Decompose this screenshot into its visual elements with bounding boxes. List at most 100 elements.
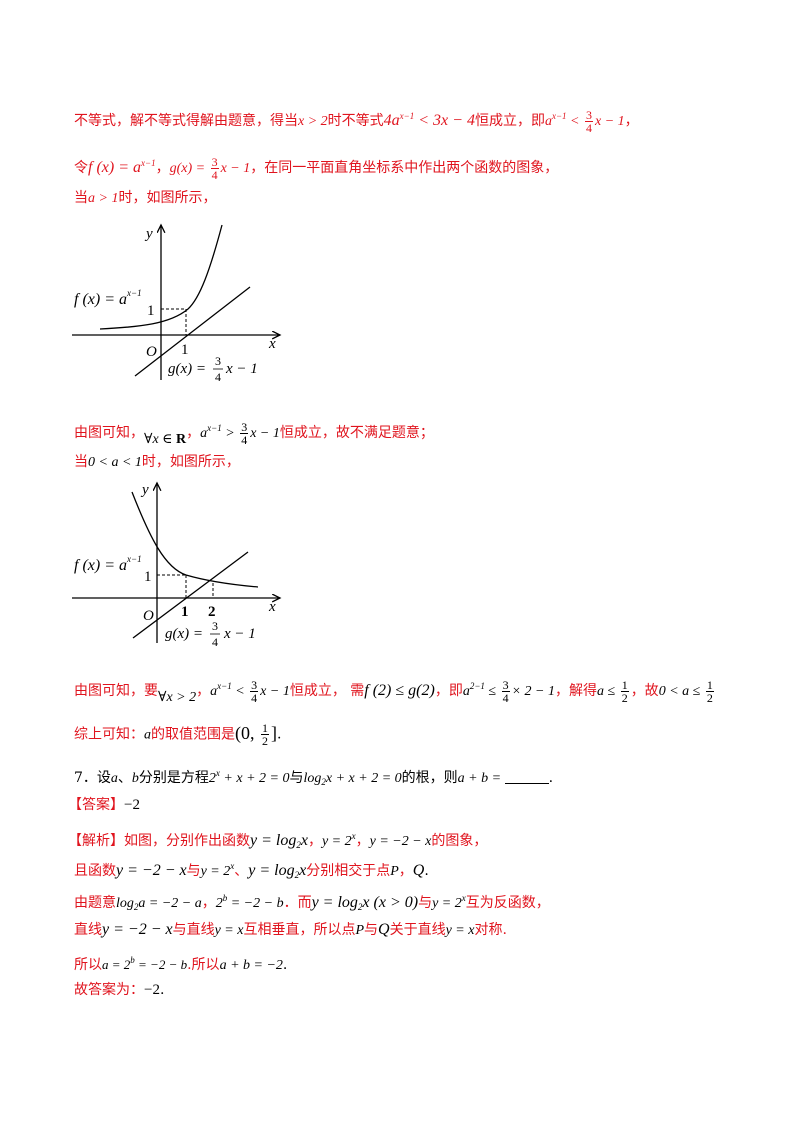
math-part: y = log <box>248 862 295 879</box>
fraction-den: 2 <box>706 690 713 705</box>
math: Q <box>378 921 390 938</box>
y-axis-label: y <box>144 226 153 242</box>
text: 当 <box>74 190 88 206</box>
text: 与 <box>364 922 379 938</box>
math: a + b = <box>457 771 505 786</box>
math-part: a <box>544 114 552 129</box>
text: ， <box>186 425 201 441</box>
math: x − 1 <box>260 684 290 699</box>
answer-value: −2 <box>124 797 140 813</box>
f-label-main: f (x) = a <box>74 557 127 574</box>
math-sub: 2 <box>296 840 301 850</box>
math: log2x + x + 2 = 0 <box>303 771 401 787</box>
math: g(x) = <box>169 161 209 176</box>
math-sup: x <box>230 861 235 871</box>
text: ， <box>155 160 170 176</box>
math-sup: x−1 <box>207 423 222 433</box>
math-part: y = 2 <box>321 834 352 849</box>
text: 由图可知，要 <box>74 683 158 699</box>
text: ， <box>196 683 211 699</box>
math: 0 < a ≤ <box>658 684 704 699</box>
fraction-den: 2 <box>621 690 628 705</box>
text: 恒成立，即 <box>474 113 545 129</box>
text: 与 <box>418 895 433 911</box>
math: a > 1 <box>88 191 119 206</box>
text: ，即 <box>434 683 463 699</box>
math-sup: x−1 <box>551 111 567 121</box>
text: . <box>282 957 288 973</box>
math: y = x <box>445 923 475 938</box>
math-part: log <box>116 896 134 911</box>
text: 令 <box>74 160 88 176</box>
answer-line: 【答案】−2 <box>68 795 140 815</box>
text: 由题意 <box>74 895 116 911</box>
text: 互为反函数， <box>465 895 550 911</box>
math-part: a <box>462 684 470 699</box>
g-frac-num: 3 <box>215 354 221 368</box>
fraction-den: 4 <box>241 432 248 447</box>
math-sup: x−1 <box>399 111 415 121</box>
answer-blank <box>504 769 549 784</box>
tick-y-1: 1 <box>147 303 155 319</box>
solution-line-5: 当0 < a < 1时，如图所示， <box>74 452 240 473</box>
math: b <box>131 771 139 786</box>
text: 与 <box>289 770 304 786</box>
math-part: = −2 − b <box>227 896 284 911</box>
fraction-den: 2 <box>262 734 268 748</box>
math: a <box>110 771 118 786</box>
math: f (2) ≤ g(2) <box>364 682 435 699</box>
text: ，故 <box>630 683 659 699</box>
math-part: f (x) = a <box>88 159 141 176</box>
text: ．而 <box>283 895 312 911</box>
fraction-den: 4 <box>251 690 258 705</box>
math: P <box>355 923 365 938</box>
math-part: < <box>566 114 583 129</box>
math: ∀x ∈ R <box>144 432 186 447</box>
math: ax−1 < <box>210 681 248 699</box>
math-sup: b <box>222 893 228 903</box>
math-sup: 2−1 <box>469 681 485 691</box>
solution-line-1: 不等式，解不等式得解由题意，得当x > 2时不等式4ax−1 < 3x − 4恒… <box>74 106 639 134</box>
text: 7．设 <box>74 770 111 786</box>
math: −2 <box>144 982 160 998</box>
text: 对称. <box>474 922 507 938</box>
solution-line-3: 当a > 1时，如图所示， <box>74 188 216 209</box>
text: 互相垂直，所以点 <box>243 922 356 938</box>
analysis-label: 【解析】 <box>68 833 124 849</box>
math-part: y = 2 <box>200 864 231 879</box>
math-part: a = 2 <box>102 957 131 972</box>
fraction-den: 4 <box>502 690 509 705</box>
math-part: log <box>303 771 322 786</box>
math: y = log2x <box>248 862 306 880</box>
g-frac-den: 4 <box>212 635 218 648</box>
math: a <box>144 727 151 743</box>
math-part: y = log <box>311 894 358 911</box>
math: × 2 − 1 <box>511 684 555 699</box>
math-bold: R <box>176 432 187 447</box>
math-part: 2 <box>208 771 216 786</box>
math-sub: 2 <box>321 777 326 787</box>
math-sup: b <box>130 955 135 965</box>
text: 时不等式 <box>327 113 384 129</box>
f-label: f (x) = ax−1 <box>74 288 142 308</box>
math-part: + x + 2 = 0 <box>219 771 290 786</box>
math: y = 2x <box>200 861 235 879</box>
math-sub: 2 <box>133 902 139 912</box>
graph-a-between-0-and-1: y x O 1 2 1 f (x) = ax−1 g(x) = 3 4 x − … <box>72 478 300 648</box>
text: ， <box>398 863 413 879</box>
text: 的取值范围是 <box>151 726 235 743</box>
math: y = x <box>214 923 244 938</box>
text: 不等式，解不等式得解由题意，得当 <box>74 113 298 129</box>
fraction-num: 1 <box>705 677 714 692</box>
math: y = −2 − x <box>102 921 173 938</box>
math: y = log2x <box>250 832 308 850</box>
text: 直线 <box>74 922 102 938</box>
math-part: a <box>200 426 208 441</box>
math-part: 4a <box>383 112 400 129</box>
origin-label: O <box>146 344 157 360</box>
math: ax−1 < <box>544 111 583 129</box>
text: 综上可知： <box>74 726 144 743</box>
